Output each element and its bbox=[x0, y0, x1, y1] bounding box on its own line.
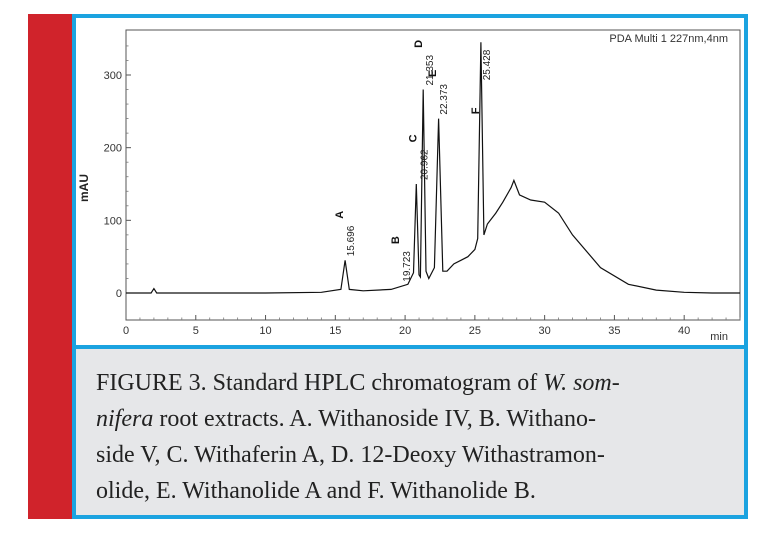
caption-species-epithet: nifera bbox=[96, 406, 154, 432]
x-tick-label: 10 bbox=[259, 325, 271, 337]
x-axis-label: min bbox=[710, 331, 728, 343]
y-tick-label: 200 bbox=[104, 143, 122, 155]
figure-frame: 0 5 10 15 20 25 30 35 40 0 100 200 300 15.696 A 19.723… bbox=[72, 14, 748, 519]
figure-caption: FIGURE 3. Standard HPLC chromatogram of … bbox=[76, 349, 744, 515]
chromatogram-area: 0 5 10 15 20 25 30 35 40 0 100 200 300 15.696 A 19.723… bbox=[76, 18, 744, 345]
peak-retention-time: 19.723 bbox=[402, 251, 413, 282]
x-tick-label: 20 bbox=[399, 325, 411, 337]
x-tick-label: 35 bbox=[608, 325, 620, 337]
peak-retention-time: 22.373 bbox=[439, 84, 450, 115]
caption-line4: olide, E. Withanolide A and F. Withanoli… bbox=[96, 478, 536, 504]
peak-retention-time: 15.696 bbox=[346, 225, 357, 256]
legend-label: PDA Multi 1 227nm,4nm bbox=[609, 33, 728, 45]
chromatogram-trace bbox=[126, 42, 740, 294]
tick-marks bbox=[125, 45, 741, 320]
x-tick-label: 25 bbox=[469, 325, 481, 337]
peak-retention-time: 25.428 bbox=[482, 49, 493, 80]
peak-letter: D bbox=[413, 40, 425, 48]
tick-labels: 0 5 10 15 20 25 30 35 40 0 100 200 300 bbox=[104, 70, 691, 337]
y-tick-label: 300 bbox=[104, 70, 122, 82]
y-tick-label: 100 bbox=[104, 215, 122, 227]
caption-line2: root extracts. A. Withanoside IV, B. Wit… bbox=[153, 406, 597, 432]
peak-letter: C bbox=[408, 134, 420, 142]
y-tick-label: 0 bbox=[116, 288, 122, 300]
x-tick-label: 40 bbox=[678, 325, 690, 337]
caption-line3: side V, C. Withaferin A, D. 12-Deoxy Wit… bbox=[96, 442, 605, 468]
peak-letter: F bbox=[470, 107, 482, 114]
accent-bar bbox=[28, 14, 72, 519]
caption-line1: FIGURE 3. Standard HPLC chromatogram of bbox=[96, 370, 544, 396]
x-tick-label: 5 bbox=[193, 325, 199, 337]
peak-letter: A bbox=[334, 211, 346, 219]
peak-retention-time: 21.353 bbox=[425, 55, 436, 86]
x-tick-label: 0 bbox=[123, 325, 129, 337]
peak-letter: B bbox=[390, 236, 402, 244]
peak-letter: E bbox=[427, 70, 439, 77]
peak-retention-time: 20.962 bbox=[420, 149, 431, 180]
divider bbox=[76, 345, 744, 349]
y-axis-label: mAU bbox=[77, 174, 91, 202]
caption-species-genus: W. som- bbox=[543, 370, 620, 396]
x-tick-label: 15 bbox=[329, 325, 341, 337]
x-tick-label: 30 bbox=[539, 325, 551, 337]
